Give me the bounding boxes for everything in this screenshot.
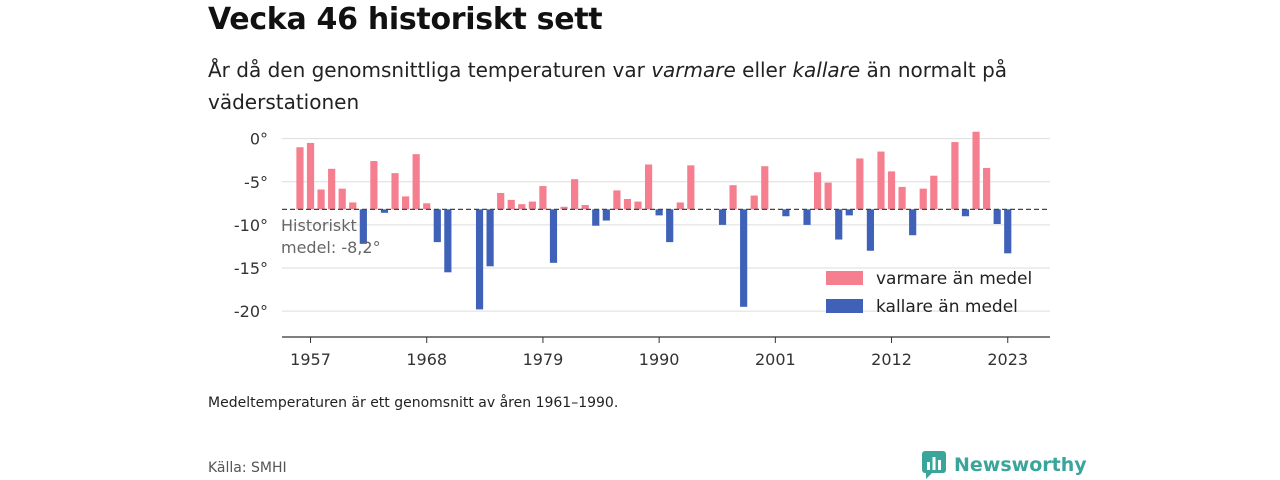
- bar-cold: [602, 209, 610, 221]
- bar-warm: [824, 182, 832, 210]
- bar-cold: [993, 209, 1001, 225]
- bar-cold: [444, 209, 452, 273]
- legend-swatch: [826, 271, 863, 285]
- newsworthy-logo[interactable]: Newsworthy: [922, 450, 1087, 480]
- bar-warm: [402, 196, 410, 210]
- gridlines: [282, 138, 1050, 312]
- subtitle-text-1: År då den genomsnittliga temperaturen va…: [208, 58, 652, 82]
- bar-chart: 0° -5° -10° -15° -20° 1957 1968 1979 1990 2001 201…: [234, 130, 1050, 369]
- bar-cold: [803, 209, 811, 225]
- bar-warm: [919, 188, 927, 210]
- bars: [296, 131, 1012, 310]
- bar-cold: [1004, 209, 1012, 254]
- bar-cold: [380, 209, 389, 213]
- bar-cold: [909, 209, 917, 236]
- bar-cold: [666, 209, 674, 243]
- bar-warm: [412, 154, 420, 210]
- bar-cold: [359, 209, 367, 244]
- bar-warm: [581, 205, 589, 210]
- bar-warm: [518, 204, 526, 210]
- bar-warm: [687, 165, 695, 210]
- bar-cold: [740, 209, 748, 307]
- brand-name: Newsworthy: [954, 454, 1087, 476]
- bar-warm: [306, 142, 315, 210]
- bar-warm: [644, 164, 653, 210]
- bar-warm: [296, 147, 304, 210]
- chart-title: Vecka 46 historiskt sett: [208, 2, 603, 37]
- y-tick-label: -20°: [234, 302, 268, 321]
- bar-warm: [761, 166, 769, 210]
- x-tick-label: 2001: [755, 350, 796, 369]
- axes: [282, 208, 1050, 343]
- bar-warm: [423, 203, 431, 210]
- chart-subtitle: År då den genomsnittliga temperaturen va…: [208, 54, 1038, 118]
- newsworthy-icon: [922, 451, 946, 479]
- bar-cold: [433, 209, 441, 243]
- bar-warm: [983, 167, 991, 210]
- x-tick-label: 2012: [871, 350, 912, 369]
- bar-warm: [623, 199, 632, 210]
- bar-warm: [877, 151, 885, 210]
- bar-cold: [782, 209, 790, 217]
- source-text: Källa: SMHI: [208, 460, 287, 476]
- bar-warm: [370, 161, 378, 210]
- x-tick-label: 1957: [290, 350, 331, 369]
- bar-warm: [634, 201, 642, 210]
- x-tick-label: 1968: [406, 350, 447, 369]
- subtitle-warmer: varmare: [651, 58, 736, 82]
- bar-warm: [349, 202, 357, 210]
- legend-label: kallare än medel: [876, 297, 1018, 317]
- bar-warm: [750, 195, 758, 210]
- bar-warm: [507, 199, 515, 210]
- bar-warm: [560, 206, 568, 210]
- x-tick-label: 2023: [987, 350, 1028, 369]
- bar-cold: [486, 209, 494, 267]
- bar-warm: [571, 179, 579, 210]
- subtitle-text-3: än normalt på väderstationen: [208, 58, 1008, 114]
- bar-warm: [528, 201, 536, 210]
- bar-cold: [592, 209, 600, 226]
- bar-warm: [676, 202, 684, 210]
- x-tick-label: 1979: [523, 350, 564, 369]
- bar-warm: [338, 188, 346, 210]
- bar-warm: [856, 158, 864, 210]
- bar-cold: [475, 209, 484, 310]
- x-tick-label: 1990: [639, 350, 680, 369]
- y-tick-label: -10°: [234, 216, 268, 235]
- bar-warm: [951, 142, 959, 210]
- bar-cold: [845, 209, 853, 216]
- subtitle-text-2: eller: [735, 58, 793, 82]
- bar-cold: [549, 209, 558, 263]
- bar-warm: [317, 189, 325, 210]
- bar-warm: [539, 186, 547, 210]
- y-tick-label: -15°: [234, 259, 268, 278]
- baseline-annotation: medel: -8,2°: [281, 238, 381, 257]
- bar-cold: [835, 209, 843, 240]
- bar-warm: [930, 175, 938, 210]
- subtitle-colder: kallare: [792, 58, 861, 82]
- bar-cold: [718, 209, 727, 225]
- bar-warm: [613, 190, 621, 210]
- bar-warm: [391, 173, 399, 210]
- y-tick-label: 0°: [250, 130, 268, 149]
- legend-label: varmare än medel: [876, 269, 1032, 289]
- bar-cold: [866, 209, 875, 251]
- bar-warm: [729, 185, 737, 210]
- y-tick-label: -5°: [244, 173, 268, 192]
- bar-warm: [328, 168, 336, 210]
- baseline-annotation: Historiskt: [281, 216, 357, 235]
- footnote: Medeltemperaturen är ett genomsnitt av å…: [208, 395, 619, 411]
- bar-warm: [814, 172, 822, 210]
- bar-cold: [961, 209, 970, 217]
- bar-warm: [887, 171, 896, 210]
- bar-warm: [898, 186, 906, 210]
- labels: 0° -5° -10° -15° -20° 1957 1968 1979 1990 2001 201…: [234, 130, 1032, 369]
- bar-warm: [972, 131, 980, 210]
- legend-swatch: [826, 299, 863, 313]
- bar-cold: [655, 209, 663, 216]
- bar-warm: [497, 192, 505, 210]
